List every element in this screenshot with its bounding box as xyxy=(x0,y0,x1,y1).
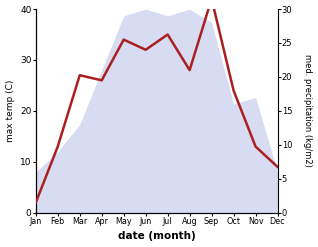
X-axis label: date (month): date (month) xyxy=(118,231,196,242)
Y-axis label: med. precipitation (kg/m2): med. precipitation (kg/m2) xyxy=(303,54,313,167)
Y-axis label: max temp (C): max temp (C) xyxy=(5,80,15,142)
